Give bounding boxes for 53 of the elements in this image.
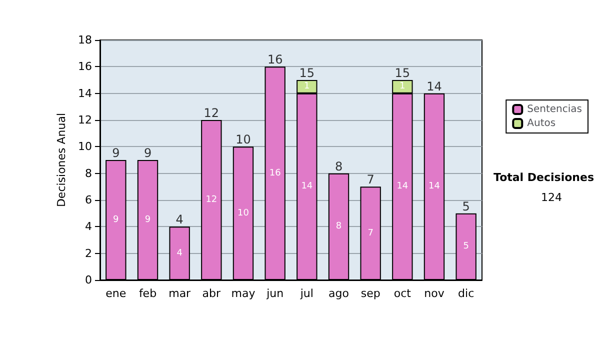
x-tick-label: abr [202,287,222,300]
total-label: 9 [112,146,120,160]
total-label: 10 [236,132,251,147]
y-tick-label: 18 [78,34,92,46]
data-label: 14 [428,182,440,192]
x-tick-label: feb [138,287,157,300]
x-tick-label: sep [360,287,380,300]
total-label: 14 [426,79,442,94]
y-tick-label: 10 [78,140,92,154]
data-label: 1 [304,82,310,92]
total-label: 15 [299,66,315,80]
data-label: 16 [269,168,282,178]
x-tick-label: may [231,287,256,300]
x-tick-label: jun [266,287,284,300]
y-tick-label: 2 [85,246,92,260]
x-tick-label: ene [106,287,126,300]
total-label: 9 [144,146,152,160]
data-label: 9 [113,215,120,225]
data-label: 9 [144,215,151,225]
data-label: 14 [301,182,313,192]
y-tick-label: 12 [78,114,92,126]
x-tick-label: oct [394,287,412,300]
total-label: 5 [462,199,470,214]
legend-label: Autos [527,118,556,129]
x-tick-label: jul [299,287,314,300]
total-label: 12 [204,106,220,120]
data-label: 7 [368,228,374,238]
text: 124 [541,191,562,204]
data-label: 14 [396,182,408,192]
x-tick-label: mar [168,287,192,300]
x-tick-label: nov [424,287,445,300]
y-tick-label: 16 [78,60,92,74]
y-tick-label: 0 [85,274,92,286]
legend-label: Sentencias [527,104,582,115]
text: Total Decisiones [494,171,594,184]
total-label: 15 [394,66,410,80]
y-axis-title: Decisiones Anual [55,112,68,208]
y-tick-label: 6 [85,194,92,206]
x-tick-label: dic [458,287,474,300]
x-tick-label: ago [328,287,350,300]
data-label: 1 [400,82,406,92]
data-label: 5 [463,242,469,252]
y-tick-label: 14 [78,86,92,100]
total-label: 16 [267,52,283,67]
y-tick-label: 4 [85,220,92,234]
data-label: 12 [206,195,218,205]
total-label: 7 [366,172,374,187]
data-label: 4 [176,248,183,258]
total-label: 8 [334,159,343,174]
total-label: 4 [176,212,184,227]
data-label: 10 [238,208,250,218]
data-label: 8 [336,222,342,232]
y-tick-label: 8 [85,166,92,180]
